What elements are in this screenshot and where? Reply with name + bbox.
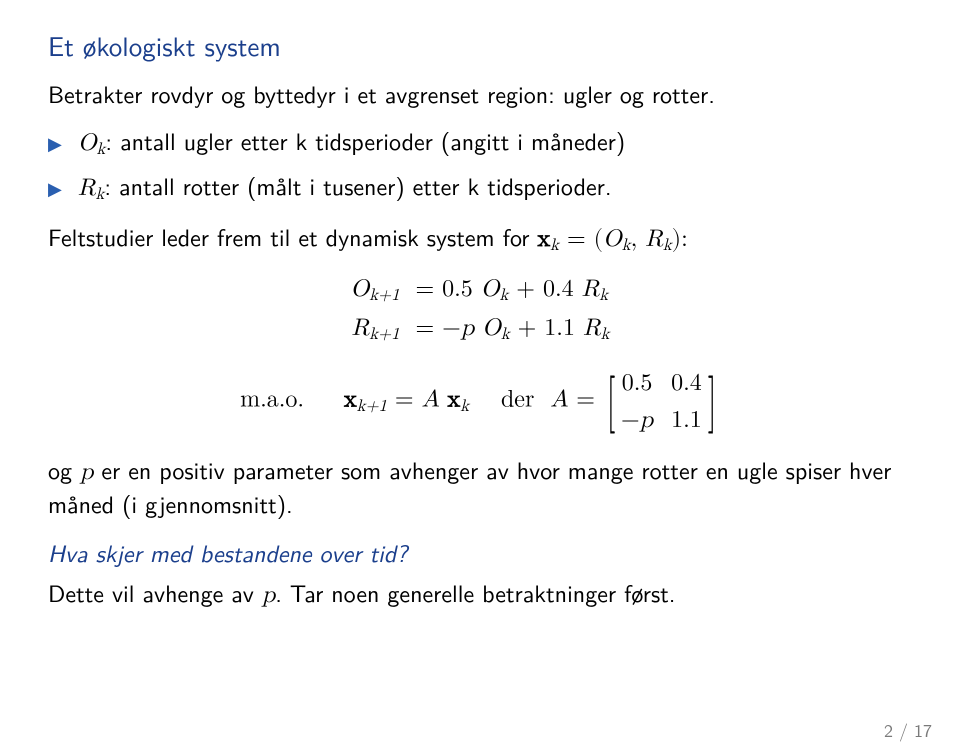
bracket-left-icon: [ — [607, 373, 616, 431]
triangle-icon: ▶ — [48, 131, 62, 155]
math-var: p — [262, 583, 275, 607]
question-line: Hva skjer med bestandene over tid? — [48, 537, 912, 569]
math-sub: k — [663, 237, 672, 254]
text-run: = — [568, 388, 603, 412]
math-vec: x — [344, 388, 357, 412]
bullet-item: ▶ Ok: antall ugler etter k tidsperioder … — [48, 125, 912, 162]
math-sub: k — [550, 237, 559, 254]
text-run: = ( — [559, 227, 603, 251]
mao-label: m.a.o. — [240, 388, 304, 412]
page-number: 2 / 17 — [884, 718, 932, 742]
slide-title: Et økologiskt system — [48, 28, 912, 64]
bullet-item: ▶ Rk: antall rotter (målt i tusener) ett… — [48, 170, 912, 207]
math-sub: k — [460, 398, 469, 415]
math-var: O — [78, 131, 97, 155]
matrix-cell: 0.4 — [671, 367, 702, 399]
equation-system: Ok+1 = 0.5 Ok + 0.4 Rk Rk+1 = −p Ok + 1.… — [48, 271, 912, 349]
matrix-grid: 0.5 0.4 −p 1.1 — [621, 367, 702, 436]
eq-rhs: = 0.5 Ok + 0.4 Rk — [408, 271, 618, 310]
dette-paragraph: Dette vil avhenge av p. Tar noen generel… — [48, 577, 912, 611]
feltstudier-line: Feltstudier leder frem til et dynamisk s… — [48, 221, 912, 258]
matrix: [ 0.5 0.4 −p 1.1 ] — [603, 367, 720, 436]
text-run: , — [631, 227, 646, 251]
matrix-cell: 1.1 — [671, 404, 702, 436]
math-var: O — [603, 227, 622, 251]
math-var: A — [422, 388, 440, 412]
math-var: A — [550, 388, 568, 412]
bullet-text: Ok: antall ugler etter k tidsperioder (a… — [78, 125, 625, 162]
eq-lhs: Rk+1 — [343, 310, 408, 349]
matrix-cell: −p — [621, 404, 653, 436]
triangle-icon: ▶ — [48, 176, 62, 200]
mao-line: m.a.o. xk+1 = A xk der A = [ 0.5 0.4 −p … — [48, 367, 912, 436]
bullet-label: : antall ugler etter k tidsperioder (ang… — [105, 123, 625, 158]
math-sub: k — [622, 237, 631, 254]
math-vec: x — [537, 227, 550, 251]
bullet-label: : antall rotter (målt i tusener) etter k… — [104, 168, 611, 203]
bullet-text: Rk: antall rotter (målt i tusener) etter… — [78, 170, 612, 207]
question-text: Hva skjer med bestandene over tid? — [48, 535, 408, 570]
ogp-paragraph: og p er en positiv parameter som avhenge… — [48, 454, 912, 521]
eq-rhs: = −p Ok + 1.1 Rk — [408, 310, 618, 349]
matrix-cell: 0.5 — [621, 367, 653, 399]
text-run: er en positiv parameter som avhenger av … — [48, 452, 891, 521]
text-run: og — [48, 452, 80, 487]
math-var: R — [645, 227, 663, 251]
equation-table: Ok+1 = 0.5 Ok + 0.4 Rk Rk+1 = −p Ok + 1.… — [343, 271, 618, 349]
eq-lhs: Ok+1 — [343, 271, 408, 310]
intro-paragraph: Betrakter rovdyr og byttedyr i et avgren… — [48, 78, 912, 110]
text-run: Feltstudier leder frem til et dynamisk s… — [48, 219, 537, 254]
bullet-list: ▶ Ok: antall ugler etter k tidsperioder … — [48, 125, 912, 207]
text-run: ): — [672, 227, 688, 251]
math-vec: x — [448, 388, 461, 412]
text-run: = — [387, 388, 422, 412]
math-sub: k+1 — [357, 398, 387, 415]
math-var: p — [80, 460, 93, 484]
text-run: der — [477, 388, 542, 412]
text-run: Dette vil avhenge av — [48, 575, 262, 610]
text-run: . Tar noen generelle betraktninger først… — [275, 575, 675, 610]
slide: Et økologiskt system Betrakter rovdyr og… — [0, 0, 960, 754]
math-var: R — [78, 176, 96, 200]
bracket-right-icon: ] — [707, 373, 716, 431]
